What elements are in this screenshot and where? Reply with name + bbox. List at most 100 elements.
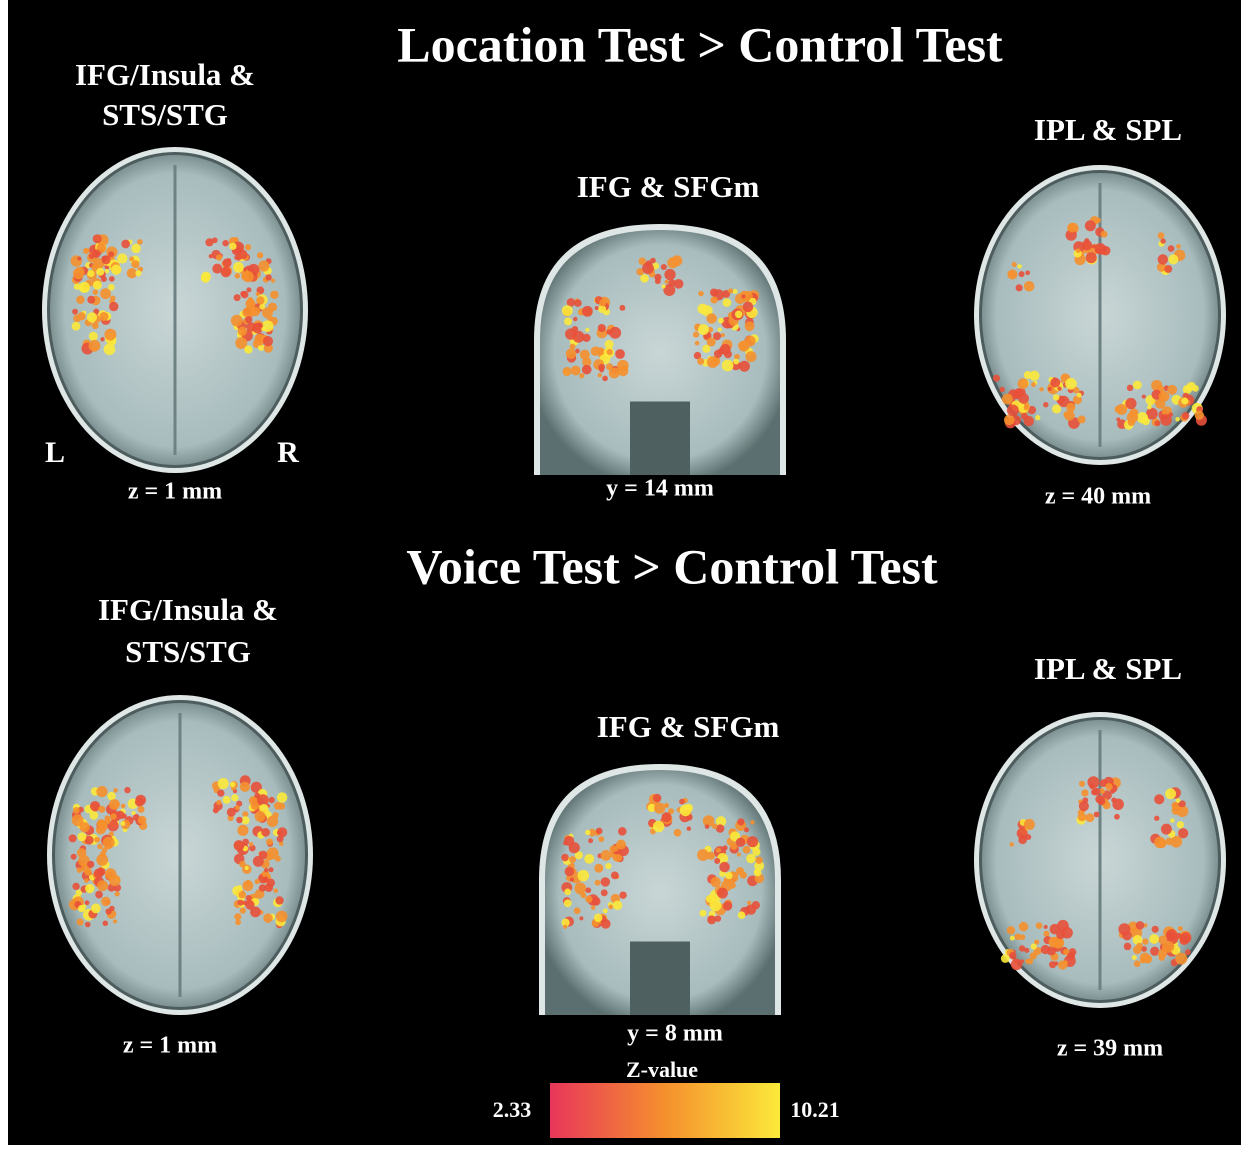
- activation: [1184, 949, 1191, 956]
- panel-label: STS/STG: [125, 634, 251, 669]
- activation: [577, 869, 590, 882]
- activation: [1181, 397, 1189, 405]
- activation: [212, 807, 219, 814]
- activation: [72, 308, 78, 315]
- activation: [715, 816, 727, 827]
- activation: [98, 805, 106, 813]
- activation: [124, 786, 131, 794]
- activation: [1175, 798, 1181, 804]
- activation: [96, 267, 105, 276]
- activation: [234, 273, 241, 279]
- activation: [242, 270, 254, 283]
- activation: [1141, 946, 1147, 952]
- activation: [585, 327, 590, 333]
- activation: [618, 827, 627, 836]
- activation: [84, 900, 90, 906]
- activation: [738, 360, 750, 372]
- activation: [1160, 414, 1172, 426]
- colorbar: [550, 1083, 780, 1138]
- activation: [698, 290, 704, 297]
- activation: [259, 303, 266, 310]
- activation: [256, 252, 264, 259]
- activation: [270, 278, 276, 283]
- activation: [582, 333, 591, 342]
- activation: [97, 843, 103, 850]
- activation: [619, 891, 627, 899]
- activation: [229, 242, 237, 251]
- activation: [84, 921, 91, 928]
- activation: [1017, 378, 1029, 390]
- activation: [1156, 262, 1167, 272]
- activation: [236, 800, 243, 807]
- activation: [268, 867, 274, 873]
- activation: [1073, 386, 1080, 394]
- activation: [722, 298, 732, 307]
- activation: [108, 831, 114, 837]
- activation: [263, 876, 269, 882]
- activation: [654, 802, 666, 814]
- activation: [1048, 936, 1060, 948]
- activation: [575, 348, 580, 354]
- activation: [235, 919, 242, 926]
- activation: [278, 802, 286, 810]
- activation: [1160, 823, 1172, 835]
- activation: [709, 288, 718, 297]
- activation: [1192, 385, 1199, 392]
- activation: [636, 268, 644, 276]
- activation: [707, 326, 714, 333]
- panel-label: STS/STG: [102, 97, 228, 132]
- activation: [1010, 958, 1023, 971]
- activation: [686, 826, 692, 831]
- activation: [121, 239, 130, 249]
- activation: [76, 867, 83, 873]
- activation: [1099, 788, 1105, 795]
- activation: [77, 904, 86, 913]
- activation: [237, 899, 244, 906]
- activation: [72, 267, 85, 280]
- activation: [1100, 230, 1108, 238]
- activation: [1097, 797, 1106, 806]
- activation: [1023, 405, 1030, 411]
- activation: [572, 330, 585, 343]
- activation: [273, 888, 279, 893]
- activation: [229, 781, 236, 788]
- activation: [266, 838, 273, 846]
- activation: [234, 913, 242, 921]
- activation: [1095, 217, 1102, 224]
- activation: [85, 883, 95, 894]
- activation: [706, 337, 716, 347]
- activation: [233, 261, 244, 273]
- panel-label: IPL & SPL: [1034, 112, 1182, 147]
- activation: [734, 353, 740, 360]
- activation: [1154, 794, 1165, 805]
- activation: [102, 920, 109, 927]
- activation: [694, 340, 700, 346]
- activation: [1143, 954, 1153, 964]
- colorbar-title: Z-value: [626, 1057, 698, 1082]
- activation: [755, 856, 763, 864]
- activation: [647, 803, 656, 813]
- activation: [594, 879, 601, 886]
- activation: [244, 866, 249, 871]
- activation: [754, 860, 765, 871]
- activation: [258, 260, 270, 272]
- activation: [1023, 818, 1035, 831]
- activation: [92, 249, 101, 259]
- activation: [706, 356, 719, 368]
- activation: [1157, 232, 1165, 239]
- activation: [1154, 836, 1166, 849]
- activation: [277, 827, 288, 838]
- activation: [101, 896, 111, 907]
- activation: [722, 290, 731, 298]
- activation: [715, 824, 725, 833]
- activation: [233, 840, 245, 851]
- activation: [1092, 787, 1101, 796]
- activation: [237, 824, 249, 836]
- activation: [564, 317, 573, 326]
- activation: [742, 845, 751, 854]
- activation: [706, 851, 715, 860]
- activation: [1157, 254, 1169, 265]
- activation: [664, 268, 676, 281]
- activation: [275, 910, 288, 923]
- activation: [1154, 420, 1161, 427]
